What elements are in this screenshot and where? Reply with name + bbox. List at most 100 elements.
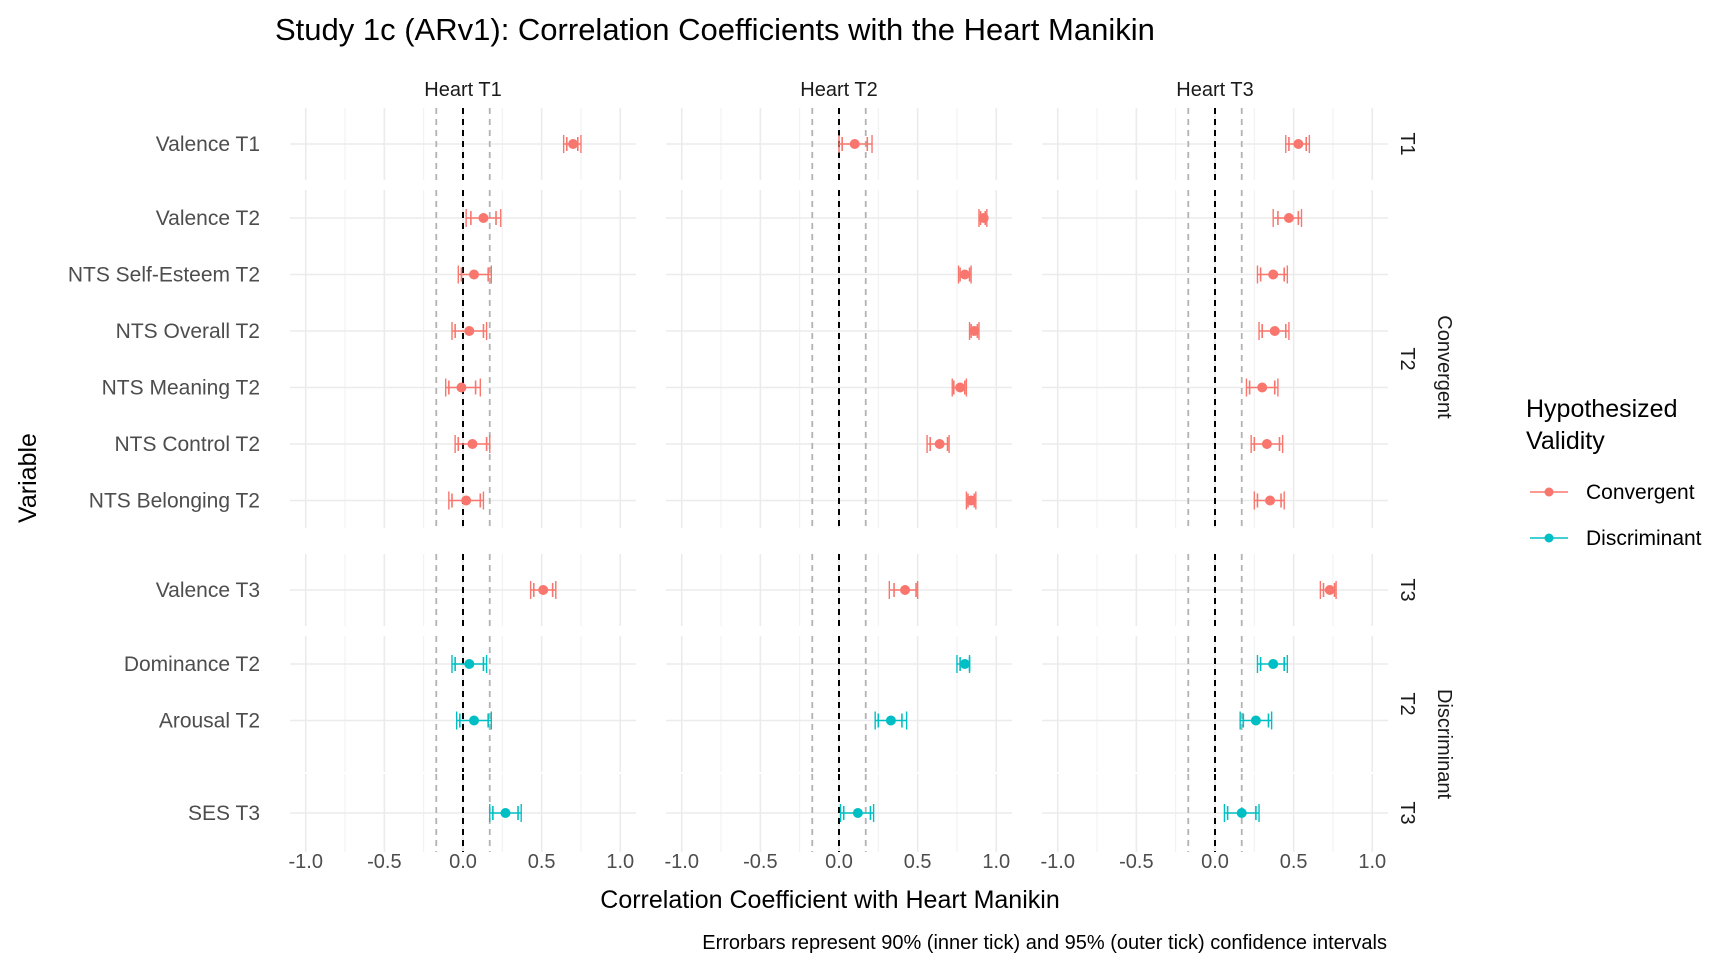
x-tick-label: 0.0 bbox=[825, 851, 853, 873]
panel-heart-t2-discriminant-t2 bbox=[666, 636, 1012, 772]
point-ses-t3-heart-t1 bbox=[500, 808, 511, 818]
outer-strip-convergent: Convergent bbox=[1433, 315, 1455, 419]
panels bbox=[290, 108, 1388, 852]
x-tick-label: -0.5 bbox=[1119, 851, 1153, 873]
legend-label-convergent: Convergent bbox=[1586, 481, 1695, 504]
row-strip-t1: T1 bbox=[1396, 132, 1418, 155]
point-valence-t2-heart-t2 bbox=[978, 213, 989, 223]
point-nts-meaning-t2-heart-t2 bbox=[955, 382, 966, 393]
row-label-valence-t3: Valence T3 bbox=[156, 579, 260, 602]
panel-heart-t3-convergent-t1 bbox=[1042, 108, 1388, 180]
legend-key-discriminant: Discriminant bbox=[1530, 527, 1702, 550]
facet-strips: Heart T1 Heart T2 Heart T3 T1 T2 T3 T2 T3 Conver… bbox=[424, 79, 1455, 825]
point-nts-self-esteem-t2-heart-t1 bbox=[469, 269, 480, 280]
panel-heart-t3-discriminant-t2 bbox=[1042, 636, 1388, 772]
row-label-nts-control-t2: NTS Control T2 bbox=[115, 433, 261, 456]
x-tick-label: -1.0 bbox=[664, 851, 698, 873]
row-label-valence-t2: Valence T2 bbox=[156, 207, 260, 230]
panel-heart-t3-convergent-t3 bbox=[1042, 554, 1388, 626]
legend-key-convergent: Convergent bbox=[1530, 481, 1695, 504]
row-label-nts-overall-t2: NTS Overall T2 bbox=[116, 320, 260, 343]
point-nts-belonging-t2-heart-t1 bbox=[461, 495, 472, 506]
point-nts-overall-t2-heart-t1 bbox=[464, 326, 475, 336]
point-nts-control-t2-heart-t3 bbox=[1261, 439, 1272, 449]
point-valence-t1-heart-t3 bbox=[1293, 139, 1304, 149]
row-label-ses-t3: SES T3 bbox=[188, 802, 260, 825]
legend-key-point bbox=[1544, 533, 1554, 543]
point-nts-self-esteem-t2-heart-t3 bbox=[1268, 269, 1279, 280]
point-valence-t3-heart-t1 bbox=[538, 585, 549, 595]
panel-heart-t1-discriminant-t2 bbox=[290, 636, 636, 772]
panel-heart-t1-convergent-t1 bbox=[290, 108, 636, 180]
point-nts-meaning-t2-heart-t1 bbox=[456, 382, 467, 393]
point-nts-self-esteem-t2-heart-t2 bbox=[959, 269, 970, 280]
x-tick-label: -1.0 bbox=[1040, 851, 1074, 873]
panel-heart-t2-convergent-t3 bbox=[666, 554, 1012, 626]
chart-title: Study 1c (ARv1): Correlation Coefficient… bbox=[275, 12, 1155, 47]
legend-label-discriminant: Discriminant bbox=[1586, 527, 1702, 550]
x-tick-label: 1.0 bbox=[1358, 851, 1386, 873]
outer-strip-discriminant: Discriminant bbox=[1433, 689, 1455, 799]
panel-heart-t3-convergent-t2 bbox=[1042, 190, 1388, 528]
column-strip-heart-t1: Heart T1 bbox=[424, 79, 501, 101]
row-label-dominance-t2: Dominance T2 bbox=[124, 653, 260, 676]
row-label-valence-t1: Valence T1 bbox=[156, 133, 260, 156]
column-strip-heart-t3: Heart T3 bbox=[1176, 79, 1253, 101]
panel-heart-t2-convergent-t2 bbox=[666, 190, 1012, 528]
legend-title-line1: Hypothesized bbox=[1526, 395, 1677, 423]
point-nts-belonging-t2-heart-t3 bbox=[1265, 495, 1276, 506]
row-labels: Valence T1 Valence T2 NTS Self-Esteem T2 NT… bbox=[68, 133, 260, 825]
legend-key-point bbox=[1544, 487, 1554, 497]
point-arousal-t2-heart-t3 bbox=[1250, 715, 1261, 726]
row-label-arousal-t2: Arousal T2 bbox=[159, 710, 260, 733]
point-dominance-t2-heart-t2 bbox=[959, 659, 970, 669]
row-label-nts-self-esteem-t2: NTS Self-Esteem T2 bbox=[68, 264, 260, 287]
point-valence-t3-heart-t2 bbox=[900, 585, 911, 595]
point-dominance-t2-heart-t3 bbox=[1268, 659, 1279, 669]
x-tick-label: 1.0 bbox=[982, 851, 1010, 873]
x-tick-label: 1.0 bbox=[606, 851, 634, 873]
point-nts-meaning-t2-heart-t3 bbox=[1257, 382, 1268, 393]
point-valence-t3-heart-t3 bbox=[1324, 585, 1335, 595]
point-valence-t1-heart-t1 bbox=[568, 139, 579, 149]
point-valence-t1-heart-t2 bbox=[849, 139, 860, 149]
panel-heart-t1-convergent-t2 bbox=[290, 190, 636, 528]
x-tick-label: -0.5 bbox=[743, 851, 777, 873]
point-ses-t3-heart-t3 bbox=[1236, 808, 1247, 818]
point-arousal-t2-heart-t1 bbox=[469, 715, 480, 726]
point-arousal-t2-heart-t2 bbox=[885, 715, 896, 726]
panel-heart-t2-discriminant-t3 bbox=[666, 774, 1012, 852]
panel-heart-t1-discriminant-t3 bbox=[290, 774, 636, 852]
x-tick-label: -1.0 bbox=[288, 851, 322, 873]
x-tick-label: 0.5 bbox=[904, 851, 932, 873]
chart-caption: Errorbars represent 90% (inner tick) and… bbox=[702, 932, 1387, 954]
point-nts-control-t2-heart-t2 bbox=[934, 439, 945, 449]
x-tick-label: -0.5 bbox=[367, 851, 401, 873]
point-nts-belonging-t2-heart-t2 bbox=[966, 495, 977, 506]
point-dominance-t2-heart-t1 bbox=[464, 659, 475, 669]
column-strip-heart-t2: Heart T2 bbox=[800, 79, 877, 101]
panel-heart-t2-convergent-t1 bbox=[666, 108, 1012, 180]
point-nts-control-t2-heart-t1 bbox=[467, 439, 478, 449]
x-tick-label: 0.0 bbox=[1201, 851, 1229, 873]
row-strip-t2: T2 bbox=[1396, 692, 1418, 715]
x-tick-labels: -1.0 -1.0 -1.0 -0.5 -0.5 -0.5 0.0 0.0 0.0 0.5 0.5 0… bbox=[288, 851, 1386, 873]
point-valence-t2-heart-t1 bbox=[478, 213, 489, 223]
legend: Hypothesized Validity Convergent Discrimi… bbox=[1526, 395, 1702, 550]
point-nts-overall-t2-heart-t2 bbox=[969, 326, 980, 336]
point-ses-t3-heart-t2 bbox=[852, 808, 863, 818]
row-strip-t3: T3 bbox=[1396, 801, 1418, 824]
point-nts-overall-t2-heart-t3 bbox=[1269, 326, 1280, 336]
point-valence-t2-heart-t3 bbox=[1283, 213, 1294, 223]
x-tick-label: 0.5 bbox=[528, 851, 556, 873]
row-strip-t3: T3 bbox=[1396, 578, 1418, 601]
x-tick-label: 0.0 bbox=[449, 851, 477, 873]
panel-heart-t3-discriminant-t3 bbox=[1042, 774, 1388, 852]
y-axis-title: Variable bbox=[14, 433, 42, 523]
panel-heart-t1-convergent-t3 bbox=[290, 554, 636, 626]
row-label-nts-belonging-t2: NTS Belonging T2 bbox=[89, 490, 260, 513]
x-axis-title: Correlation Coefficient with Heart Manik… bbox=[600, 886, 1059, 914]
row-strip-t2: T2 bbox=[1396, 347, 1418, 370]
